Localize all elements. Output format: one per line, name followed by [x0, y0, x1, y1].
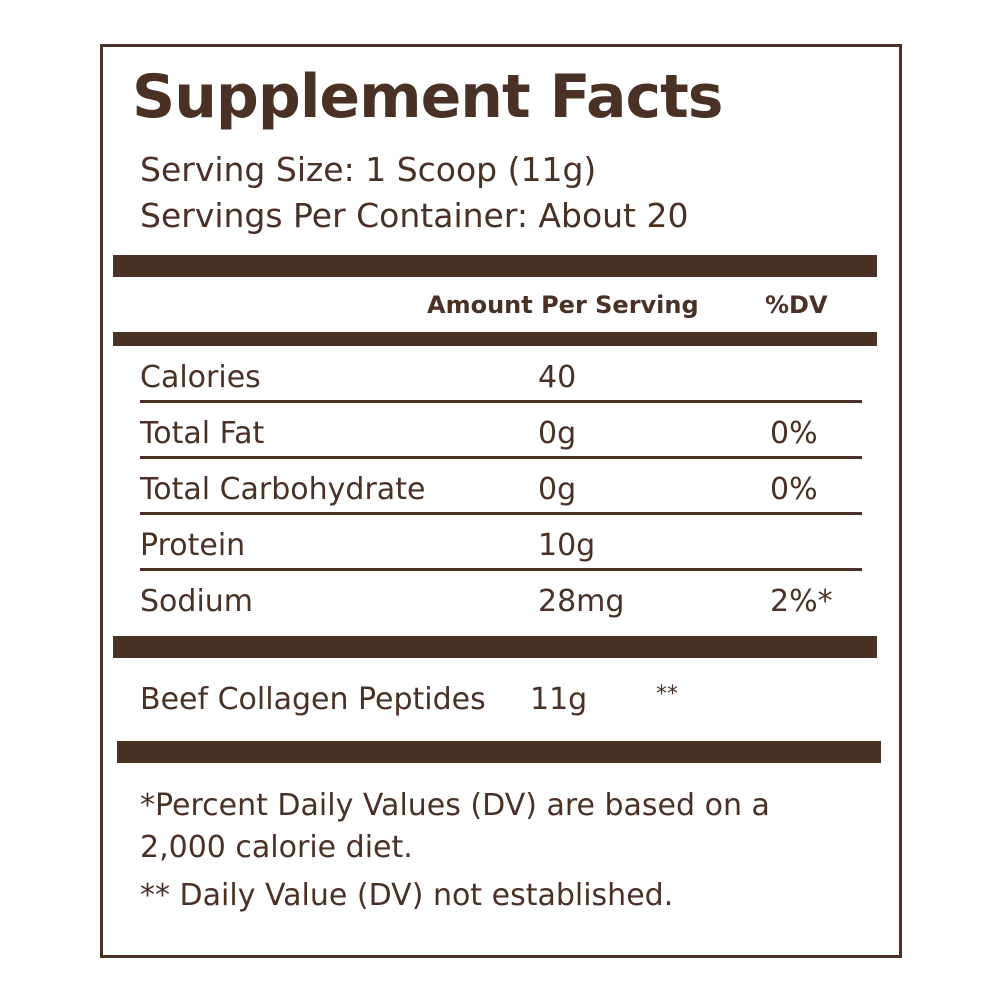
nutrient-name: Total Fat	[140, 416, 265, 451]
footnote: *Percent Daily Values (DV) are based on …	[140, 788, 770, 865]
nutrient-amount: 40	[538, 360, 577, 395]
nutrient-name: Calories	[140, 360, 261, 395]
row-divider	[140, 568, 862, 571]
row-divider	[140, 456, 862, 459]
amount-header: Amount Per Serving	[427, 291, 699, 319]
nutrient-amount: 10g	[538, 528, 596, 563]
dv-header: %DV	[765, 291, 828, 319]
row-divider	[140, 512, 862, 515]
title: Supplement Facts	[132, 62, 724, 132]
other-dv: **	[656, 682, 678, 707]
nutrient-amount: 28mg	[538, 584, 625, 619]
divider	[117, 741, 881, 763]
row-divider	[140, 400, 862, 403]
label-border	[100, 44, 902, 958]
nutrient-amount: 0g	[538, 472, 577, 507]
nutrient-name: Total Carbohydrate	[140, 472, 426, 507]
nutrient-amount: 0g	[538, 416, 577, 451]
nutrient-dv: 0%	[770, 472, 818, 507]
nutrient-name: Protein	[140, 528, 246, 563]
divider	[113, 255, 877, 277]
divider	[113, 636, 877, 658]
serving-size: Serving Size: 1 Scoop (11g)	[140, 150, 597, 189]
nutrient-dv: 2%*	[770, 584, 833, 619]
other-amount: 11g	[530, 682, 588, 717]
footnote: ** Daily Value (DV) not established.	[140, 878, 674, 913]
nutrient-dv: 0%	[770, 416, 818, 451]
divider	[113, 332, 877, 346]
other-name: Beef Collagen Peptides	[140, 682, 486, 717]
servings-per-container: Servings Per Container: About 20	[140, 196, 689, 235]
nutrient-name: Sodium	[140, 584, 254, 619]
